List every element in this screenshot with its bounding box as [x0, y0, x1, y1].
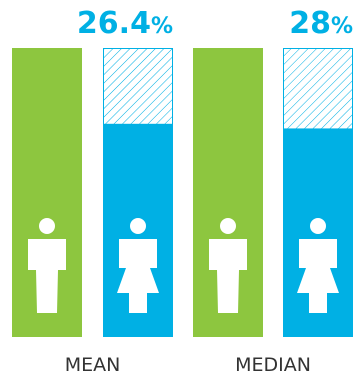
male-person-icon [209, 218, 247, 313]
female-person-icon [117, 218, 159, 313]
female-person-icon [297, 218, 339, 313]
category-label: MEAN [65, 354, 121, 376]
category-label: MEDIAN [235, 354, 311, 376]
male-person-icon [28, 218, 66, 313]
gap-value-label: 28% [289, 6, 353, 41]
gap-hatch-area [283, 48, 353, 130]
gap-hatch-area [103, 48, 173, 125]
gap-value-label: 26.4% [77, 6, 173, 41]
